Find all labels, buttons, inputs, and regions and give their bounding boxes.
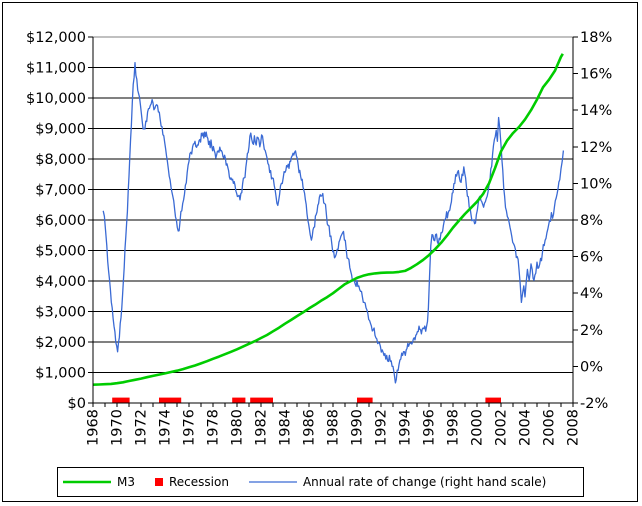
m3-polyline [92,53,564,386]
x-label: 1988 [326,409,342,446]
y-right-label: 18% [580,30,612,46]
y-left-label: $12,000 [26,30,86,46]
y-left-label: $6,000 [35,213,86,229]
x-label: 2008 [566,409,582,446]
rate-polyline [102,61,565,384]
x-label: 1968 [86,409,102,446]
y-left-label: $5,000 [35,244,86,260]
x-label: 1980 [230,409,246,446]
x-label: 1982 [254,409,270,446]
y-right-label: 6% [580,250,603,266]
x-label: 1992 [374,409,390,446]
recession-bar [112,397,130,403]
x-label: 1986 [302,409,318,446]
y-left-label: $10,000 [26,91,86,107]
chart-legend: M3 Recession Annual rate of change (righ… [57,467,584,497]
x-label: 1970 [110,409,126,446]
y-left-label: $1,000 [35,366,86,382]
y-right-label: 12% [580,140,612,156]
y-right-label: 16% [580,67,612,83]
legend-item-recession: Recession [155,475,229,489]
x-label: 1998 [446,409,462,446]
x-label: 1972 [134,409,150,446]
y-axis-right-labels: 18% 16% 14% 12% 10% 8% 6% 4% 2% 0% -2% [580,30,612,412]
y-right-label: 10% [580,176,612,192]
legend-label-m3: M3 [117,475,135,489]
y-left-label: $0 [68,396,86,412]
x-label: 1996 [422,409,438,446]
recession-square-icon [155,478,163,486]
x-label: 1994 [398,409,414,446]
rate-line [102,61,565,384]
y-left-label: $4,000 [35,274,86,290]
recession-markers [112,397,501,403]
legend-label-rate: Annual rate of change (right hand scale) [302,475,547,489]
chart-outer-border [2,2,638,502]
x-label: 1990 [350,409,366,446]
x-label: 1984 [278,409,294,446]
recession-bar [250,397,273,403]
y-left-label: $7,000 [35,183,86,199]
y-right-label: 0% [580,359,603,375]
x-label: 1978 [206,409,222,446]
legend-item-rate: Annual rate of change (right hand scale) [248,475,547,489]
y-left-label: $3,000 [35,305,86,321]
legend-label-recession: Recession [169,475,229,489]
recession-bar [232,397,246,403]
gridlines-group [93,67,573,373]
x-label: 2000 [470,409,486,446]
y-left-label: $2,000 [35,335,86,351]
y-left-label: $9,000 [35,122,86,138]
y-right-label: -2% [580,396,608,412]
y-right-label: 2% [580,323,603,339]
m3-line [92,53,564,386]
y-left-label: $11,000 [26,61,86,77]
y-right-label: 4% [580,286,603,302]
x-label: 1974 [158,409,174,446]
x-axis-labels: 1968 1970 1972 1974 1976 1978 1980 1982 1984 1986… [86,409,582,446]
x-label: 2006 [542,409,558,446]
recession-bar [159,397,182,403]
x-label: 2004 [518,409,534,446]
recession-bar [485,397,501,403]
x-label: 1976 [182,409,198,446]
rate-line-sample-icon [248,481,297,483]
legend-item-m3: M3 [63,475,135,489]
m3-line-sample-icon [63,480,111,484]
y-left-label: $8,000 [35,152,86,168]
recession-bar [357,397,373,403]
y-axis-left-labels: $12,000 $11,000 $10,000 $9,000 $8,000 $7,000 $… [26,30,86,412]
y-right-label: 14% [580,103,612,119]
y-right-label: 8% [580,213,603,229]
x-label: 2002 [494,409,510,446]
axis-lines-group [88,36,578,407]
